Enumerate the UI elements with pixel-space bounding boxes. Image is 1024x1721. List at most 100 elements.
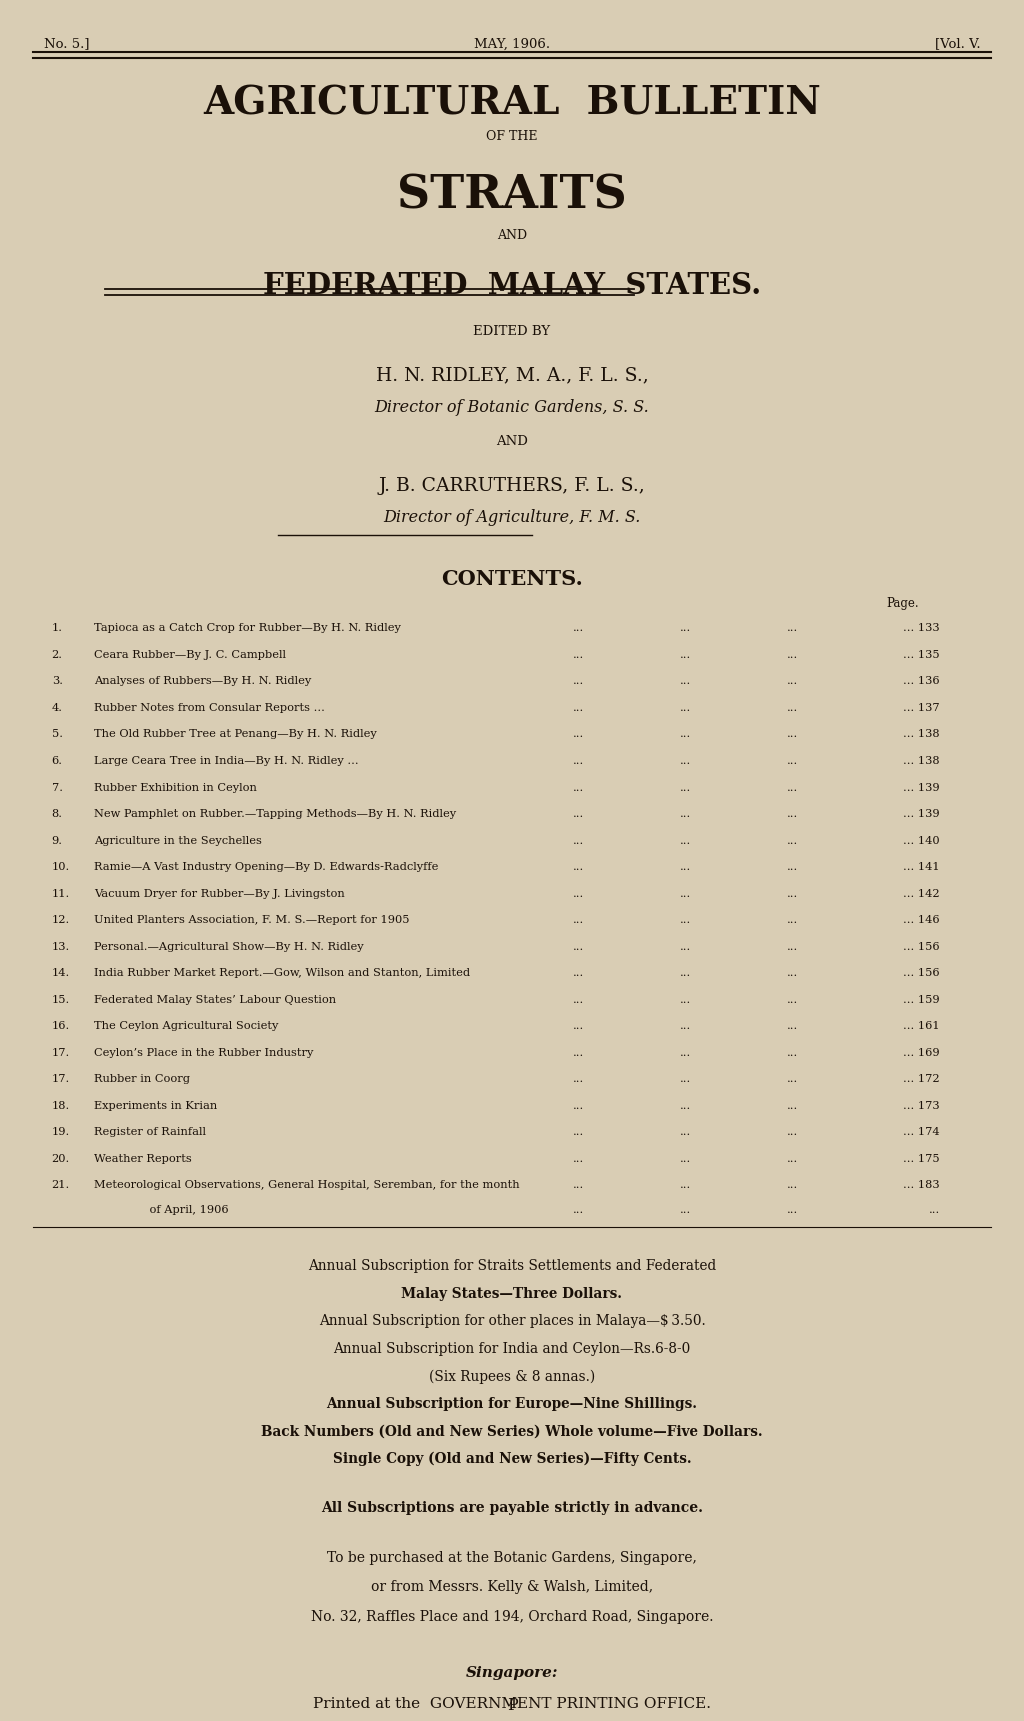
Text: Annual Subscription for Europe—Nine Shillings.: Annual Subscription for Europe—Nine Shil… <box>327 1397 697 1411</box>
Text: ...: ... <box>572 1048 584 1058</box>
Text: MAY, 1906.: MAY, 1906. <box>474 38 550 50</box>
Text: 2.: 2. <box>51 651 62 659</box>
Text: ...: ... <box>572 969 584 978</box>
Text: ...: ... <box>680 623 691 633</box>
Text: Large Ceara Tree in India—By H. N. Ridley ...: Large Ceara Tree in India—By H. N. Ridle… <box>94 756 359 766</box>
Text: ...: ... <box>680 1074 691 1084</box>
Text: Rubber Notes from Consular Reports ...: Rubber Notes from Consular Reports ... <box>94 702 326 712</box>
Text: New Pamphlet on Rubber.—Tapping Methods—By H. N. Ridley: New Pamphlet on Rubber.—Tapping Methods—… <box>94 809 457 819</box>
Text: Rubber in Coorg: Rubber in Coorg <box>94 1074 190 1084</box>
Text: 16.: 16. <box>51 1021 70 1031</box>
Text: ...: ... <box>680 730 691 740</box>
Text: Tapioca as a Catch Crop for Rubber—By H. N. Ridley: Tapioca as a Catch Crop for Rubber—By H.… <box>94 623 401 633</box>
Text: ...: ... <box>786 862 798 873</box>
Text: ... 140: ... 140 <box>903 836 940 845</box>
Text: of April, 1906: of April, 1906 <box>135 1205 228 1215</box>
Text: ...: ... <box>786 676 798 687</box>
Text: ...: ... <box>786 783 798 793</box>
Text: ... 136: ... 136 <box>903 676 940 687</box>
Text: Analyses of Rubbers—By H. N. Ridley: Analyses of Rubbers—By H. N. Ridley <box>94 676 311 687</box>
Text: 3.: 3. <box>51 676 62 687</box>
Text: ...: ... <box>786 1048 798 1058</box>
Text: United Planters Association, F. M. S.—Report for 1905: United Planters Association, F. M. S.—Re… <box>94 916 410 926</box>
Text: Rubber Exhibition in Ceylon: Rubber Exhibition in Ceylon <box>94 783 257 793</box>
Text: Ceara Rubber—By J. C. Campbell: Ceara Rubber—By J. C. Campbell <box>94 651 287 659</box>
Text: ... 175: ... 175 <box>903 1153 940 1163</box>
Text: ...: ... <box>572 916 584 926</box>
Text: ...: ... <box>786 1153 798 1163</box>
Text: ...: ... <box>572 836 584 845</box>
Text: ...: ... <box>786 836 798 845</box>
Text: Agriculture in the Seychelles: Agriculture in the Seychelles <box>94 836 262 845</box>
Text: No. 5.]: No. 5.] <box>43 38 89 50</box>
Text: ...: ... <box>680 969 691 978</box>
Text: ...: ... <box>572 1153 584 1163</box>
Text: ... 141: ... 141 <box>903 862 940 873</box>
Text: 13.: 13. <box>51 941 70 952</box>
Text: The Old Rubber Tree at Penang—By H. N. Ridley: The Old Rubber Tree at Penang—By H. N. R… <box>94 730 377 740</box>
Text: Ceylon’s Place in the Rubber Industry: Ceylon’s Place in the Rubber Industry <box>94 1048 313 1058</box>
Text: ...: ... <box>572 756 584 766</box>
Text: Single Copy (Old and New Series)—Fifty Cents.: Single Copy (Old and New Series)—Fifty C… <box>333 1453 691 1466</box>
Text: ...: ... <box>680 1181 691 1191</box>
Text: ... 169: ... 169 <box>903 1048 940 1058</box>
Text: Back Numbers (Old and New Series) Whole volume—Five Dollars.: Back Numbers (Old and New Series) Whole … <box>261 1425 763 1439</box>
Text: 18.: 18. <box>51 1101 70 1110</box>
Text: [Vol. V.: [Vol. V. <box>935 38 981 50</box>
Text: ... 159: ... 159 <box>903 995 940 1005</box>
Text: ...: ... <box>680 862 691 873</box>
Text: ...: ... <box>572 651 584 659</box>
Text: ... 139: ... 139 <box>903 783 940 793</box>
Text: P: P <box>507 1697 517 1714</box>
Text: 8.: 8. <box>51 809 62 819</box>
Text: ...: ... <box>680 1127 691 1138</box>
Text: ... 146: ... 146 <box>903 916 940 926</box>
Text: Page.: Page. <box>887 597 920 609</box>
Text: ...: ... <box>572 783 584 793</box>
Text: ...: ... <box>680 809 691 819</box>
Text: 20.: 20. <box>51 1153 70 1163</box>
Text: 6.: 6. <box>51 756 62 766</box>
Text: All Subscriptions are payable strictly in advance.: All Subscriptions are payable strictly i… <box>321 1501 703 1514</box>
Text: OF THE: OF THE <box>486 129 538 143</box>
Text: ... 173: ... 173 <box>903 1101 940 1110</box>
Text: ... 138: ... 138 <box>903 730 940 740</box>
Text: Annual Subscription for India and Ceylon—Rs.6-8-0: Annual Subscription for India and Ceylon… <box>334 1342 690 1356</box>
Text: ... 135: ... 135 <box>903 651 940 659</box>
Text: ...: ... <box>680 1153 691 1163</box>
Text: 15.: 15. <box>51 995 70 1005</box>
Text: ...: ... <box>572 1127 584 1138</box>
Text: Ramie—A Vast Industry Opening—By D. Edwards-Radclyffe: Ramie—A Vast Industry Opening—By D. Edwa… <box>94 862 439 873</box>
Text: ...: ... <box>786 1074 798 1084</box>
Text: ...: ... <box>786 1101 798 1110</box>
Text: EDITED BY: EDITED BY <box>473 325 551 337</box>
Text: ...: ... <box>786 651 798 659</box>
Text: ...: ... <box>680 676 691 687</box>
Text: ...: ... <box>680 1021 691 1031</box>
Text: Director of Botanic Gardens, S. S.: Director of Botanic Gardens, S. S. <box>375 399 649 416</box>
Text: ...: ... <box>680 836 691 845</box>
Text: STRAITS: STRAITS <box>397 172 627 219</box>
Text: ...: ... <box>572 888 584 898</box>
Text: ...: ... <box>572 995 584 1005</box>
Text: ...: ... <box>786 1205 798 1215</box>
Text: ... 137: ... 137 <box>903 702 940 712</box>
Text: ... 161: ... 161 <box>903 1021 940 1031</box>
Text: ... 172: ... 172 <box>903 1074 940 1084</box>
Text: ...: ... <box>680 888 691 898</box>
Text: ... 138: ... 138 <box>903 756 940 766</box>
Text: ... 156: ... 156 <box>903 941 940 952</box>
Text: Meteorological Observations, General Hospital, Seremban, for the month: Meteorological Observations, General Hos… <box>94 1181 520 1191</box>
Text: 9.: 9. <box>51 836 62 845</box>
Text: 17.: 17. <box>51 1074 70 1084</box>
Text: Vacuum Dryer for Rubber—By J. Livingston: Vacuum Dryer for Rubber—By J. Livingston <box>94 888 345 898</box>
Text: ...: ... <box>572 1021 584 1031</box>
Text: 21.: 21. <box>51 1181 70 1191</box>
Text: ...: ... <box>680 1205 691 1215</box>
Text: 10.: 10. <box>51 862 70 873</box>
Text: ...: ... <box>786 809 798 819</box>
Text: AND: AND <box>497 229 527 241</box>
Text: ... 133: ... 133 <box>903 623 940 633</box>
Text: 19.: 19. <box>51 1127 70 1138</box>
Text: Weather Reports: Weather Reports <box>94 1153 193 1163</box>
